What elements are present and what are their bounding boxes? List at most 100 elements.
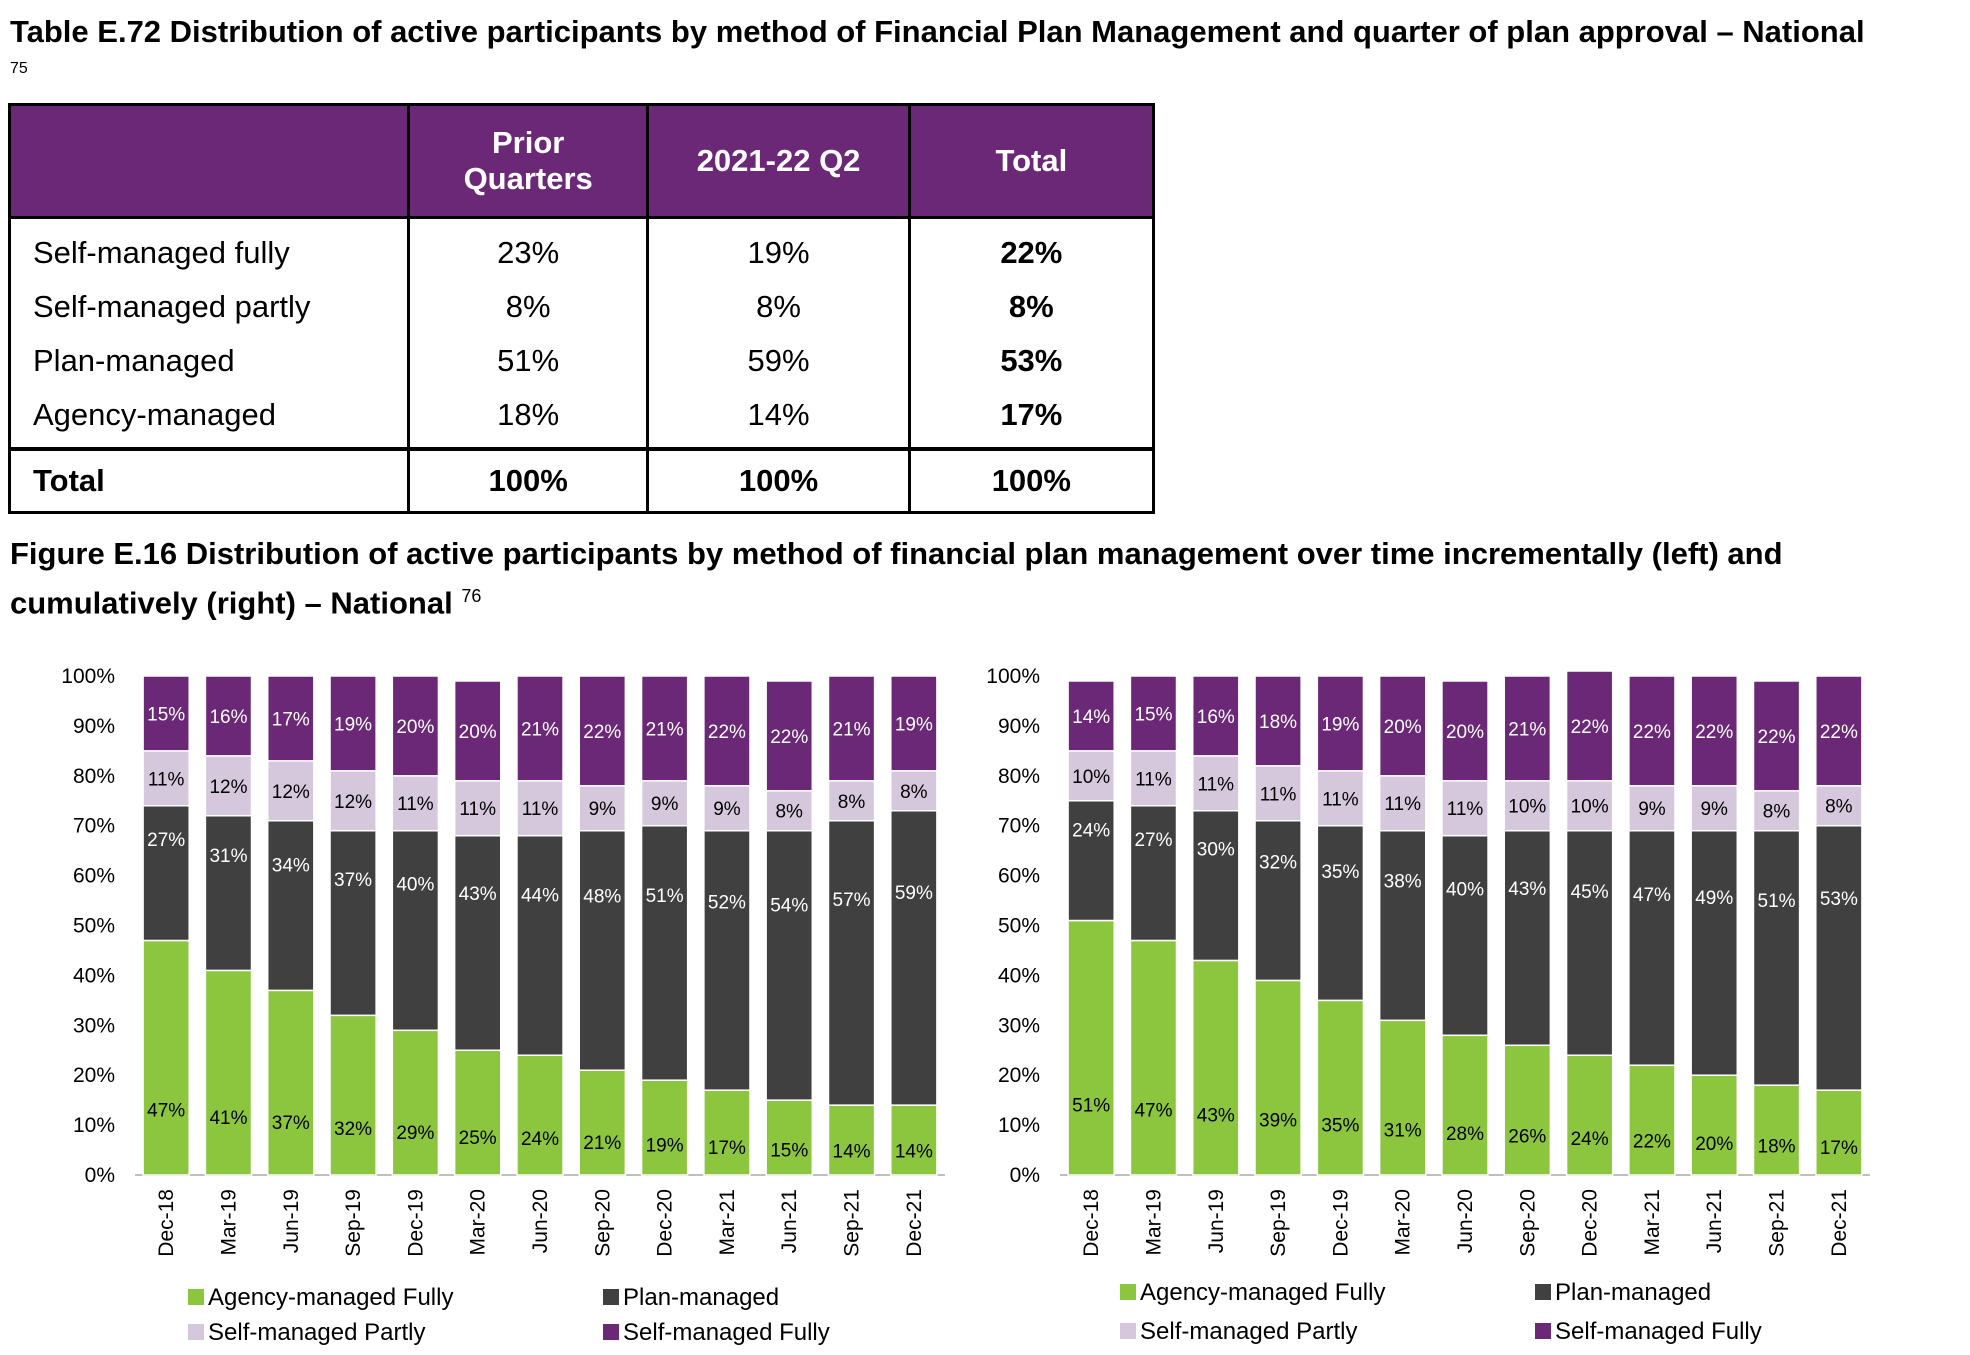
bar-segment-self-managed-partly [1628, 785, 1676, 832]
x-tick-label: Dec-19 [404, 1189, 427, 1257]
data-label: 17% [1820, 1138, 1858, 1159]
bar-segment-self-managed-partly [703, 785, 751, 832]
table-row: Agency-managed 18% 14% 17% [8, 388, 1156, 449]
x-tick-label: Sep-20 [591, 1189, 614, 1257]
bar-segment-agency-managed-fully [391, 1029, 440, 1176]
header-blank [8, 103, 410, 219]
bar-segment-agency-managed-fully [266, 989, 315, 1176]
data-label: 29% [396, 1123, 434, 1144]
table-row: Self-managed fully 23% 19% 22% [8, 217, 1156, 280]
data-label: 44% [521, 886, 559, 907]
data-label: 18% [1259, 712, 1297, 733]
bar-segment-plan-managed [1129, 804, 1178, 942]
data-label: 21% [583, 1133, 621, 1154]
bar-segment-plan-managed [1752, 829, 1801, 1086]
data-label: 51% [1758, 891, 1796, 912]
bar-segment-self-managed-partly [827, 780, 876, 822]
data-label: 11% [1260, 784, 1297, 805]
data-label: 8% [1763, 802, 1791, 823]
table-title: Table E.72 Distribution of active partic… [10, 14, 1865, 49]
data-label: 49% [1695, 888, 1733, 909]
bar-segment-plan-managed [578, 829, 627, 1071]
data-label: 19% [895, 714, 933, 735]
data-label: 32% [334, 1119, 372, 1140]
bar-segment-agency-managed-fully [1690, 1074, 1739, 1176]
data-label: 11% [1447, 799, 1484, 820]
data-label: 19% [646, 1135, 684, 1156]
x-tick-label: Mar-21 [716, 1189, 739, 1256]
bar-segment-agency-managed-fully [1191, 959, 1240, 1176]
bar-segment-self-managed-fully [391, 675, 440, 777]
bar-segment-self-managed-fully [516, 675, 564, 782]
bar-segment-agency-managed-fully [453, 1049, 502, 1176]
x-tick-label: Dec-21 [903, 1189, 926, 1257]
cell-total: 8% [907, 280, 1156, 334]
legend-swatch [1535, 1284, 1551, 1300]
bar-segment-agency-managed-fully [1503, 1044, 1552, 1176]
data-label: 30% [1197, 840, 1235, 861]
bar-segment-agency-managed-fully [578, 1069, 627, 1176]
row-label: Self-managed partly [8, 280, 410, 334]
data-label: 9% [1700, 799, 1728, 820]
bar-segment-plan-managed [765, 829, 814, 1101]
table-row: Self-managed partly 8% 8% 8% [8, 280, 1156, 334]
data-label: 8% [1825, 797, 1853, 818]
bar-segment-self-managed-fully [890, 675, 938, 772]
bar-segment-plan-managed [890, 809, 938, 1106]
bar-segment-self-managed-fully [142, 675, 190, 752]
legend-swatch [1120, 1323, 1136, 1339]
data-label: 20% [396, 717, 434, 738]
data-label: 35% [1321, 1115, 1359, 1136]
data-label: 26% [1508, 1127, 1546, 1148]
chart-incremental: 0% 10% 20% 30% 40% 50% 60% 70% 80% 90% 100% 47% 27% 1… [61, 665, 945, 1346]
data-label: 54% [770, 896, 808, 917]
data-label: 11% [1135, 769, 1172, 790]
cell-prior: 8% [406, 280, 650, 334]
chart-cumulative: 0% 10% 20% 30% 40% 50% 60% 70% 80% 90% 100% 51% 24% 1… [986, 665, 1870, 1345]
bar-segment-self-managed-partly [453, 780, 502, 837]
bar-segment-self-managed-fully [453, 680, 502, 782]
data-label: 20% [1446, 722, 1484, 743]
bar-segment-self-managed-fully [1191, 675, 1240, 757]
bar-segment-agency-managed-fully [516, 1054, 564, 1176]
bar-segment-agency-managed-fully [1067, 919, 1115, 1176]
y-tick-label: 30% [998, 1014, 1040, 1037]
bar-segment-plan-managed [1316, 824, 1365, 1002]
bar-segment-plan-managed [1067, 800, 1115, 922]
data-label: 10% [1072, 767, 1110, 788]
data-label: 11% [522, 799, 559, 820]
data-label: 8% [838, 792, 866, 813]
x-tick-label: Dec-19 [1329, 1189, 1352, 1257]
data-label: 11% [397, 794, 434, 815]
bar-segment-agency-managed-fully [703, 1089, 751, 1176]
legend-swatch [1120, 1284, 1136, 1300]
bar-segment-self-managed-partly [329, 770, 377, 832]
legend-label: Self-managed Fully [1555, 1318, 1762, 1345]
data-label: 16% [1197, 707, 1235, 728]
y-tick-label: 10% [73, 1114, 115, 1137]
data-label: 21% [833, 719, 871, 740]
legend-swatch [1535, 1323, 1551, 1339]
data-label: 22% [1633, 722, 1671, 743]
data-label: 19% [334, 714, 372, 735]
legend-swatch [188, 1289, 204, 1305]
x-tick-label: Mar-19 [1142, 1189, 1165, 1256]
x-tick-label: Dec-18 [155, 1189, 178, 1257]
data-label: 39% [1259, 1110, 1297, 1131]
y-tick-label: 40% [998, 964, 1040, 987]
data-label: 11% [1322, 789, 1359, 810]
data-label: 8% [775, 802, 803, 823]
data-label: 11% [459, 799, 496, 820]
bar-segment-self-managed-partly [640, 780, 689, 827]
bar-segment-self-managed-partly [142, 750, 190, 807]
cell-q2: 100% [646, 447, 911, 514]
bar-segment-plan-managed [1441, 834, 1489, 1037]
data-label: 17% [272, 709, 310, 730]
data-label: 47% [1633, 885, 1671, 906]
bar-segment-self-managed-partly [578, 785, 627, 832]
table-footnote: 75 [10, 60, 28, 77]
y-tick-label: 50% [998, 915, 1040, 938]
bar-segment-agency-managed-fully [1441, 1034, 1489, 1176]
data-label: 24% [521, 1129, 559, 1150]
bar-segment-agency-managed-fully [827, 1104, 876, 1176]
